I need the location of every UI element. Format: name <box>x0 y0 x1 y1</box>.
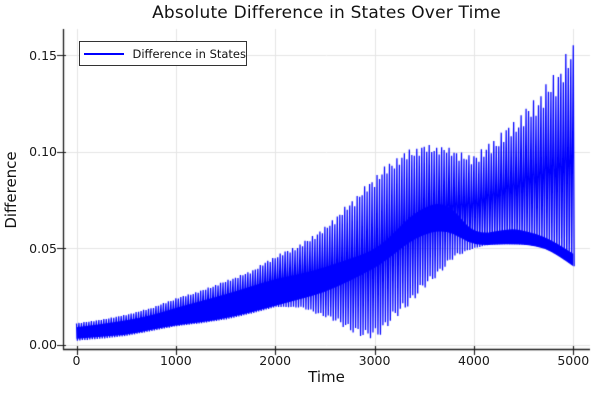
x-axis-label: Time <box>308 368 345 386</box>
y-tick-label: 0.05 <box>29 240 57 256</box>
x-tick-label: 0 <box>72 353 81 368</box>
y-tick-label: 0.10 <box>29 144 57 159</box>
chart-title: Absolute Difference in States Over Time <box>152 3 501 23</box>
y-axis-label: Difference <box>2 151 20 229</box>
x-tick-label: 4000 <box>458 353 490 368</box>
x-tick-label: 1000 <box>159 353 192 368</box>
x-tick-label: 2000 <box>259 353 292 368</box>
legend: Difference in States <box>79 41 247 66</box>
y-tick-label: 0.00 <box>29 337 57 352</box>
legend-label: Difference in States <box>132 46 246 61</box>
legend-line-sample <box>84 52 125 55</box>
y-tick-label: 0.15 <box>29 47 57 63</box>
x-tick-label: 5000 <box>557 353 590 368</box>
x-tick-label: 3000 <box>358 353 391 368</box>
